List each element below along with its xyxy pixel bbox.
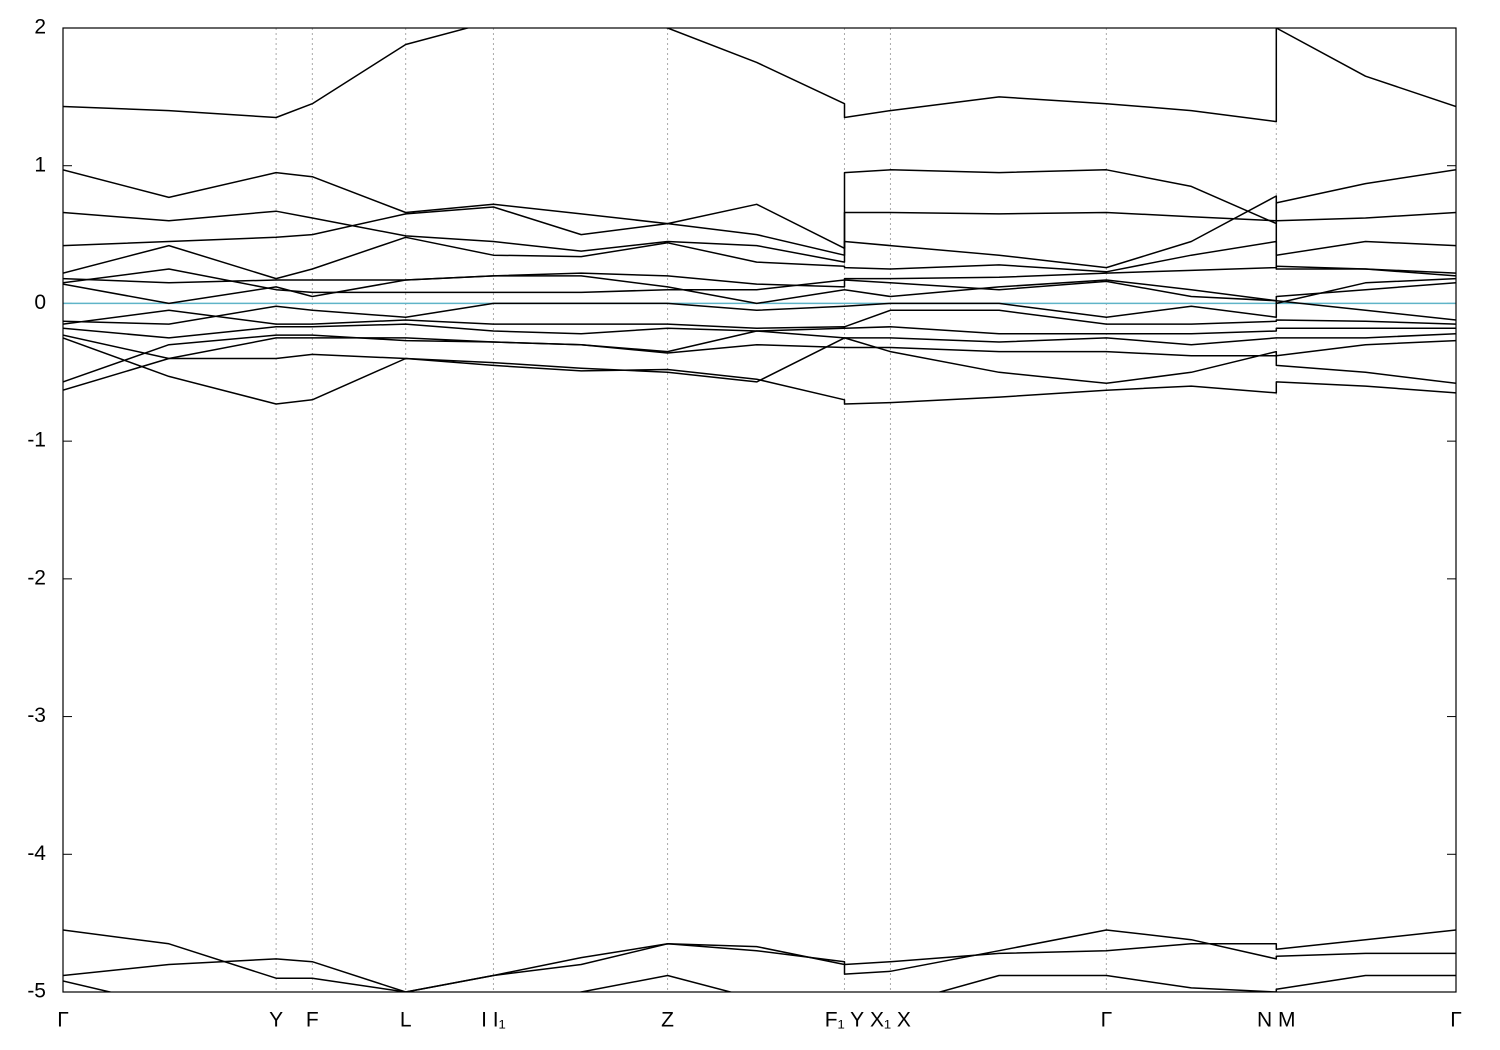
y-tick-label: -4 xyxy=(27,842,46,865)
band xyxy=(63,169,1456,250)
y-tick-label: 0 xyxy=(34,291,46,314)
y-tick-label: -2 xyxy=(27,566,46,589)
bands xyxy=(63,28,1456,992)
band xyxy=(63,28,1456,123)
plot-border xyxy=(62,27,1457,993)
band xyxy=(63,337,1456,391)
band xyxy=(63,929,1456,992)
y-tick-label: -3 xyxy=(27,704,46,727)
band xyxy=(63,337,1456,405)
band xyxy=(63,330,1456,360)
x-tick-label: Γ xyxy=(1101,1009,1113,1032)
band xyxy=(63,265,1456,288)
x-tick-label: I I₁ xyxy=(481,1009,506,1032)
y-tick-label: -1 xyxy=(27,429,46,452)
band xyxy=(63,323,1456,339)
band xyxy=(63,929,1456,992)
y-tick-label: 1 xyxy=(34,153,46,176)
x-tick-label: Y xyxy=(269,1009,283,1032)
band xyxy=(63,299,1456,325)
band xyxy=(63,309,1456,329)
y-tick-label: -5 xyxy=(27,980,46,1003)
x-tick-label: Γ xyxy=(57,1009,69,1032)
x-tick-label: F xyxy=(306,1009,319,1032)
band xyxy=(63,334,1456,383)
band xyxy=(63,236,1456,280)
x-tick-label: F₁ Y xyxy=(825,1009,864,1032)
x-tick-label: Γ xyxy=(1450,1009,1462,1032)
x-tick-label: L xyxy=(400,1009,412,1032)
x-tick-label: X₁ X xyxy=(870,1009,911,1032)
band xyxy=(63,195,1456,269)
y-tick-label: 2 xyxy=(34,16,46,39)
band xyxy=(63,210,1456,263)
x-tick-label: N M xyxy=(1257,1009,1296,1032)
x-tick-label: Z xyxy=(661,1009,674,1032)
